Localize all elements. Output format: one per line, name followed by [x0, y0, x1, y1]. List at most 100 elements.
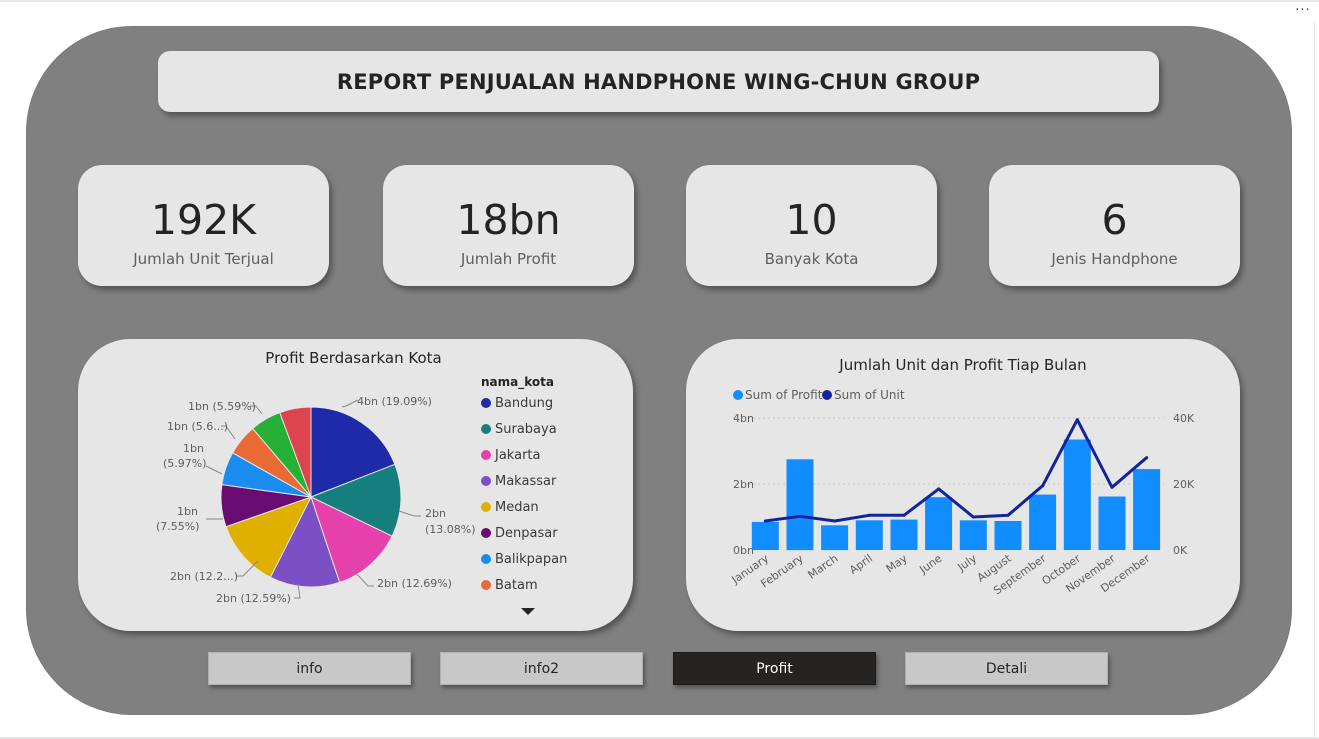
nav-button-info[interactable]: info [208, 652, 411, 685]
slice-label-balikpapan-value: 1bn [183, 442, 204, 455]
line-point-unit-november[interactable] [1110, 485, 1114, 489]
legend-dot-icon [481, 580, 491, 590]
legend-label: Batam [495, 578, 538, 593]
kpi-value: 6 [1101, 196, 1128, 244]
legend-item-batam[interactable]: Batam [481, 578, 538, 593]
pie-chart-svg: 4bn (19.09%) 2bn (13.08%) 2bn (12.69%) 2… [156, 395, 476, 605]
legend-dot-icon [481, 476, 491, 486]
slice-label-jakarta: 2bn (12.69%) [377, 577, 452, 590]
kpi-value: 18bn [456, 196, 561, 244]
leader-line-makassar [294, 583, 301, 599]
slice-label-batam: 1bn (5.6...) [167, 420, 228, 433]
legend-item-balikpapan[interactable]: Balikpapan [481, 552, 567, 567]
leader-line-medan [236, 560, 259, 577]
bar-profit-may[interactable] [890, 519, 918, 550]
kpi-label: Jumlah Unit Terjual [133, 250, 274, 268]
bar-profit-october[interactable] [1063, 439, 1091, 551]
kpi-label: Jumlah Profit [460, 250, 557, 268]
bar-profit-february[interactable] [786, 459, 814, 551]
pie-slice-makassar[interactable] [269, 495, 341, 588]
line-point-unit-march[interactable] [833, 519, 837, 523]
legend-dot-icon [822, 390, 832, 400]
pie-slice-slice10[interactable] [279, 406, 312, 498]
line-point-unit-october[interactable] [1075, 418, 1079, 422]
bar-profit-november[interactable] [1098, 496, 1126, 551]
legend-label: Surabaya [495, 422, 557, 437]
slice-label-slice9: 1bn (5.59%) [188, 400, 256, 413]
line-point-unit-february[interactable] [798, 514, 802, 518]
slice-label-surabaya-value: 2bn [425, 507, 446, 520]
legend-dot-icon [481, 450, 491, 460]
legend-dot-icon [481, 398, 491, 408]
x-tick-label: May [884, 552, 910, 576]
kpi-label: Banyak Kota [764, 250, 859, 268]
pie-slice-medan[interactable] [225, 496, 313, 578]
nav-button-detali[interactable]: Detali [905, 652, 1108, 685]
legend-dot-icon [481, 528, 491, 538]
pie-slice-surabaya[interactable] [309, 463, 402, 537]
slice-label-surabaya-pct: (13.08%) [425, 523, 476, 536]
x-tick-label: July [955, 552, 980, 575]
pie-chart-title: Profit Berdasarkan Kota [265, 349, 442, 367]
bar-profit-march[interactable] [821, 525, 849, 551]
bar-profit-june[interactable] [925, 497, 953, 550]
kpi-card-cities[interactable]: 10 Banyak Kota [686, 165, 937, 286]
x-tick-label: March [805, 552, 840, 582]
combo-legend-label-1[interactable]: Sum of Unit [834, 388, 905, 402]
combo-legend-label-0[interactable]: Sum of Profit [745, 388, 823, 402]
line-point-unit-may[interactable] [902, 513, 906, 517]
pie-legend-title: nama_kota [481, 375, 554, 389]
line-point-unit-january[interactable] [763, 519, 767, 523]
legend-item-makassar[interactable]: Makassar [481, 474, 556, 489]
bar-profit-january[interactable] [751, 521, 779, 550]
report-title-card: REPORT PENJUALAN HANDPHONE WING-CHUN GRO… [158, 51, 1159, 112]
slice-label-balikpapan-pct: (5.97%) [163, 457, 207, 470]
line-unit-series[interactable] [765, 418, 1148, 523]
leader-line-surabaya [398, 510, 421, 517]
y-right-tick-label: 0K [1173, 544, 1188, 557]
kpi-value: 10 [785, 196, 838, 244]
kpi-label: Jenis Handphone [1051, 250, 1178, 268]
slice-label-medan: 2bn (12.2...) [170, 570, 238, 583]
leader-line-batam [221, 425, 236, 440]
combo-chart-card[interactable]: Jumlah Unit dan Profit Tiap Bulan Sum of… [686, 339, 1240, 631]
leader-line-slice9 [250, 405, 263, 415]
more-options-button[interactable]: ··· [1295, 3, 1311, 18]
legend-item-medan[interactable]: Medan [481, 500, 539, 515]
legend-item-surabaya[interactable]: Surabaya [481, 422, 557, 437]
line-point-unit-august[interactable] [1006, 513, 1010, 517]
line-point-unit-december[interactable] [1145, 456, 1149, 460]
legend-item-denpasar[interactable]: Denpasar [481, 526, 558, 541]
legend-dot-icon [481, 554, 491, 564]
y-left-tick-label: 4bn [733, 412, 754, 425]
legend-item-jakarta[interactable]: Jakarta [481, 448, 540, 463]
kpi-card-phone-types[interactable]: 6 Jenis Handphone [989, 165, 1240, 286]
pie-chart-card[interactable]: Profit Berdasarkan Kota 4bn (19.09%) 2bn… [78, 339, 633, 631]
line-point-unit-april[interactable] [867, 513, 871, 517]
nav-button-profit[interactable]: Profit [673, 652, 876, 685]
line-point-unit-june[interactable] [937, 487, 941, 491]
legend-label: Medan [495, 500, 539, 515]
triangle-down-icon[interactable] [520, 607, 536, 617]
kpi-card-profit[interactable]: 18bn Jumlah Profit [383, 165, 634, 286]
kpi-value: 192K [150, 196, 257, 244]
kpi-card-units[interactable]: 192K Jumlah Unit Terjual [78, 165, 329, 286]
legend-label: Bandung [495, 396, 554, 411]
slice-label-bandung: 4bn (19.09%) [357, 395, 432, 408]
slice-label-denpasar-pct: (7.55%) [156, 520, 200, 533]
combo-chart-svg: Sum of Profit Sum of Unit 0bn 0K 2bn 20K 4bn 4… [729, 388, 1195, 597]
legend-item-bandung[interactable]: Bandung [481, 396, 553, 411]
nav-button-info2[interactable]: info2 [440, 652, 643, 685]
bar-profit-july[interactable] [959, 520, 987, 550]
pie-slice-bandung[interactable] [310, 406, 396, 498]
pie-slice-jakarta[interactable] [310, 496, 393, 583]
line-point-unit-july[interactable] [971, 515, 975, 519]
line-point-unit-september[interactable] [1041, 484, 1045, 488]
legend-dot-icon [733, 390, 743, 400]
bar-profit-april[interactable] [855, 520, 883, 550]
slice-label-denpasar-value: 1bn [177, 505, 198, 518]
bar-profit-august[interactable] [994, 521, 1022, 550]
x-tick-label: April [847, 552, 875, 577]
bar-profit-september[interactable] [1029, 494, 1057, 550]
bar-profit-december[interactable] [1133, 469, 1161, 550]
